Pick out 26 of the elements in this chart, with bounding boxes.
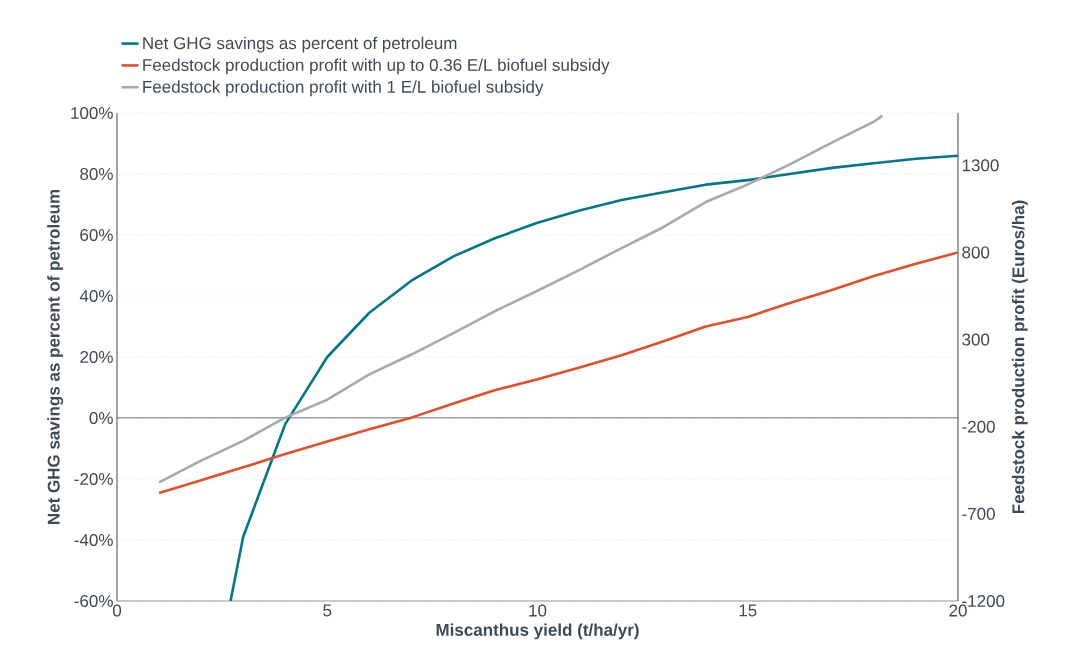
y2-tick-label: 800: [962, 246, 990, 259]
y-tick-label: -40%: [74, 533, 113, 547]
x-tick-label: 0: [112, 604, 122, 617]
legend-label: Net GHG savings as percent of petroleum: [143, 36, 457, 53]
x-tick-label: 15: [739, 604, 757, 617]
x-axis-title: Miscanthus yield (t/ha/yr): [436, 623, 639, 640]
y-tick-label: 60%: [80, 228, 113, 242]
y-tick-label: 20%: [80, 350, 113, 364]
y2-tick-label: -200: [962, 420, 995, 433]
x-tick-label: 10: [529, 604, 547, 617]
y2-axis-title: Feedstock production profit (Euros/ha): [1011, 200, 1028, 514]
y2-tick-label: 1300: [962, 159, 999, 172]
y-tick-label: -20%: [74, 472, 113, 486]
y-axis-title: Net GHG savings as percent of petroleum: [47, 189, 64, 524]
y-tick-label: 80%: [80, 167, 113, 181]
y-tick-label: 100%: [71, 106, 113, 120]
y-tick-label: 0%: [89, 411, 113, 425]
legend-label: Feedstock production profit with 1 E/L biofuel subsidy: [143, 80, 544, 97]
y-tick-label: -60%: [74, 594, 113, 608]
y2-tick-label: 300: [962, 333, 990, 346]
legend-label: Feedstock production profit with up to 0.36 E/L biofuel subsidy: [143, 58, 610, 75]
x-tick-label: 5: [323, 604, 332, 617]
y2-tick-label: -700: [962, 507, 995, 520]
y-tick-label: 40%: [79, 289, 113, 303]
line-series: [157, 114, 884, 484]
line-series: [157, 251, 958, 495]
